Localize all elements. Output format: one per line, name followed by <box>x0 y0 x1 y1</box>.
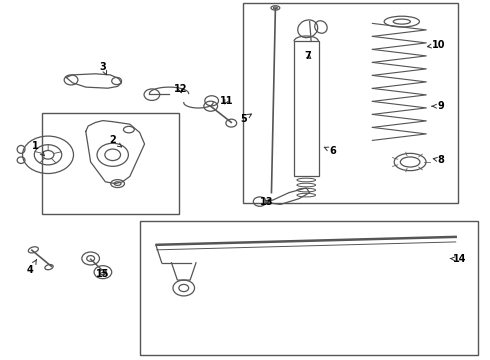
Text: 5: 5 <box>241 114 251 124</box>
Bar <box>42 113 179 214</box>
Text: 2: 2 <box>109 135 122 147</box>
Text: 6: 6 <box>324 146 337 156</box>
Text: 13: 13 <box>260 197 274 207</box>
Text: 10: 10 <box>427 40 445 50</box>
Text: 8: 8 <box>433 155 444 165</box>
Text: 3: 3 <box>99 62 107 75</box>
Text: 14: 14 <box>450 254 466 264</box>
Text: 15: 15 <box>96 269 110 279</box>
Text: 12: 12 <box>173 84 187 94</box>
Text: 4: 4 <box>27 260 36 275</box>
Text: 9: 9 <box>432 101 444 111</box>
Text: 11: 11 <box>220 96 233 106</box>
Text: 7: 7 <box>304 51 311 61</box>
Bar <box>243 3 458 203</box>
Bar <box>140 221 478 355</box>
Text: 1: 1 <box>32 141 45 156</box>
Bar <box>294 41 318 176</box>
